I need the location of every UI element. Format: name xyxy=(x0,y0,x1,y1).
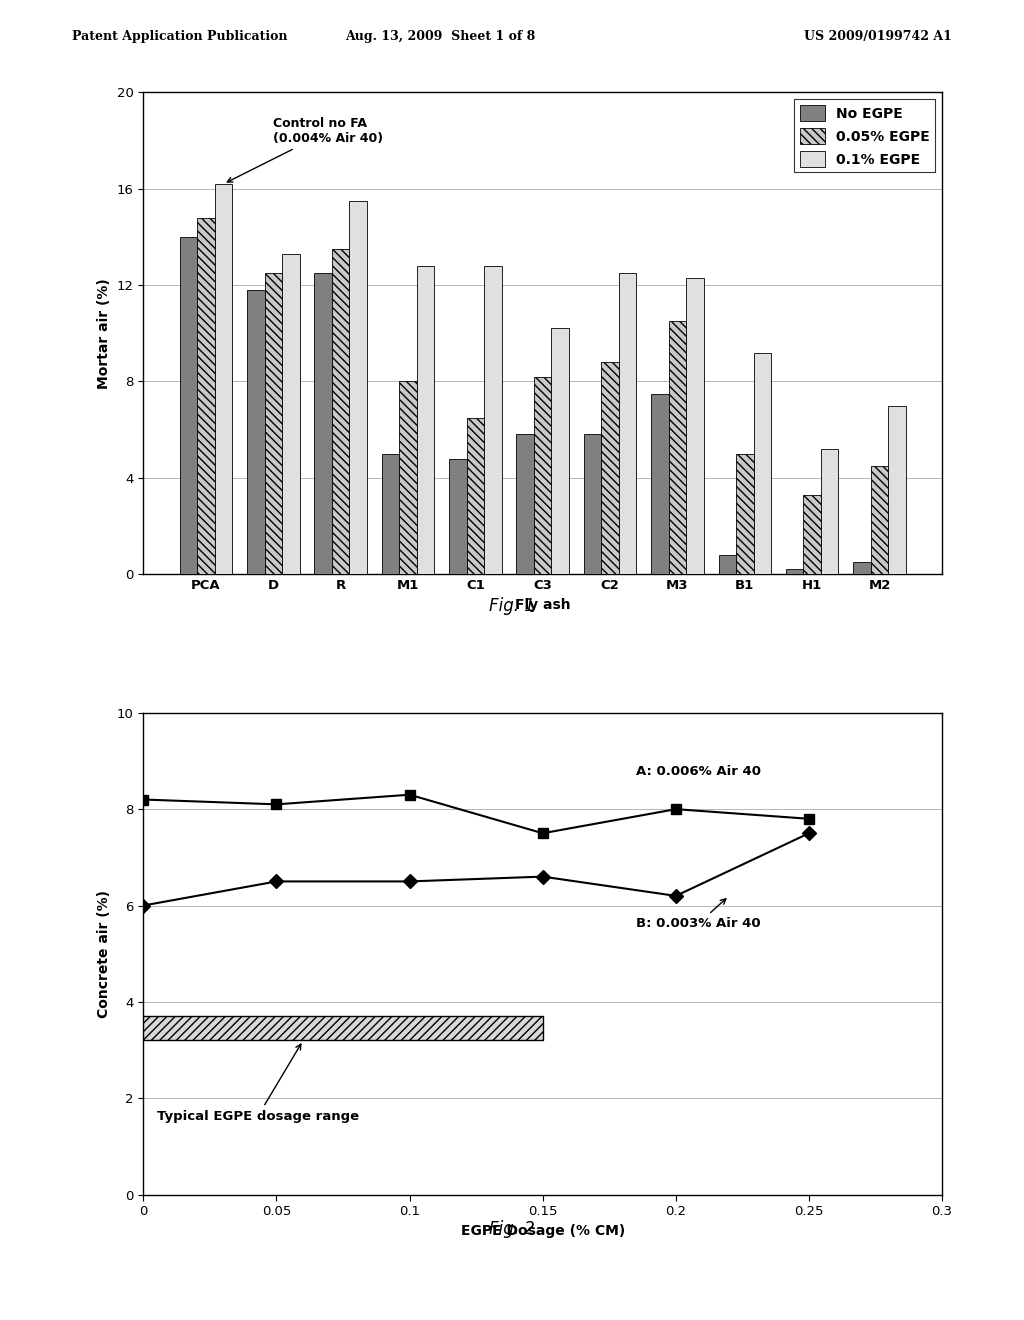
Bar xyxy=(601,362,618,574)
Text: Patent Application Publication: Patent Application Publication xyxy=(72,30,287,44)
Bar xyxy=(382,454,399,574)
X-axis label: EGPE Dosage (% CM): EGPE Dosage (% CM) xyxy=(461,1224,625,1238)
Bar xyxy=(264,273,282,574)
Bar xyxy=(516,434,534,574)
Text: US 2009/0199742 A1: US 2009/0199742 A1 xyxy=(805,30,952,44)
Bar xyxy=(484,265,502,574)
Bar xyxy=(247,290,264,574)
Bar xyxy=(552,329,569,574)
Bar xyxy=(785,569,804,574)
Bar xyxy=(332,249,349,574)
Bar xyxy=(888,405,906,574)
Text: A: 0.006% Air 40: A: 0.006% Air 40 xyxy=(636,766,761,779)
Bar xyxy=(754,352,771,574)
Bar xyxy=(417,265,434,574)
Bar xyxy=(399,381,417,574)
Bar xyxy=(179,238,198,574)
Text: B: 0.003% Air 40: B: 0.003% Air 40 xyxy=(636,899,761,931)
Bar xyxy=(686,279,703,574)
Bar xyxy=(198,218,215,574)
Text: Control no FA
(0.004% Air 40): Control no FA (0.004% Air 40) xyxy=(227,117,383,182)
Bar xyxy=(467,417,484,574)
Bar xyxy=(282,253,300,574)
Bar xyxy=(584,434,601,574)
Text: Fig. 1: Fig. 1 xyxy=(489,597,535,615)
Bar xyxy=(143,1016,543,1040)
Bar xyxy=(736,454,754,574)
Bar xyxy=(651,393,669,574)
Bar xyxy=(804,495,821,574)
Bar xyxy=(314,273,332,574)
Bar xyxy=(349,201,367,574)
Bar xyxy=(669,321,686,574)
Bar xyxy=(534,376,552,574)
X-axis label: Fly ash: Fly ash xyxy=(515,598,570,611)
Text: Fig. 2: Fig. 2 xyxy=(489,1220,535,1238)
Bar xyxy=(618,273,636,574)
Bar xyxy=(870,466,888,574)
Text: Typical EGPE dosage range: Typical EGPE dosage range xyxy=(157,1044,358,1123)
Y-axis label: Mortar air (%): Mortar air (%) xyxy=(97,279,111,388)
Text: Aug. 13, 2009  Sheet 1 of 8: Aug. 13, 2009 Sheet 1 of 8 xyxy=(345,30,536,44)
Bar xyxy=(450,458,467,574)
Bar xyxy=(853,562,870,574)
Bar xyxy=(821,449,839,574)
Legend: No EGPE, 0.05% EGPE, 0.1% EGPE: No EGPE, 0.05% EGPE, 0.1% EGPE xyxy=(795,99,935,173)
Y-axis label: Concrete air (%): Concrete air (%) xyxy=(97,890,112,1018)
Bar xyxy=(215,183,232,574)
Bar xyxy=(719,554,736,574)
